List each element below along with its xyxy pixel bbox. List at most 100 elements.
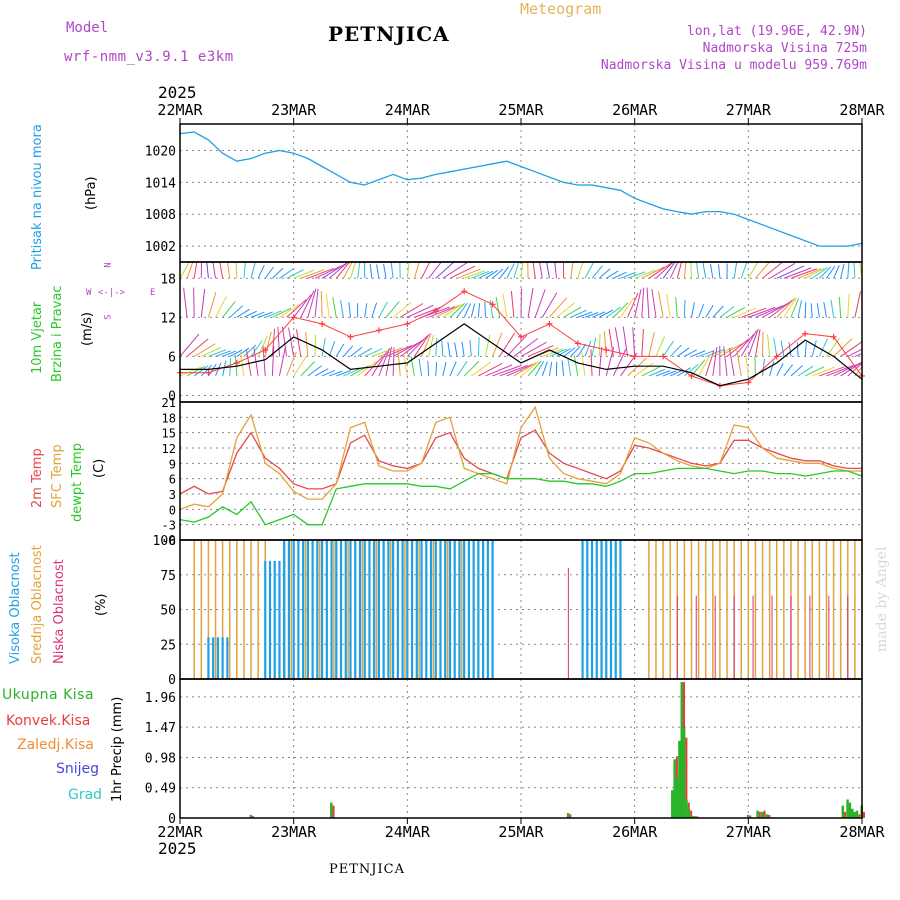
wind-barb — [677, 367, 691, 377]
wind-barb — [300, 290, 315, 318]
total-precip-bar — [675, 777, 679, 818]
wind-barb — [646, 287, 650, 318]
y-tick-label: 100 — [153, 534, 176, 549]
gust-marker — [830, 333, 837, 340]
wind-barb — [690, 262, 692, 279]
total-precip-bar — [566, 813, 570, 818]
y-tick-label: 15 — [162, 427, 176, 441]
total-precip-bar — [690, 815, 693, 818]
wind-barb — [723, 346, 728, 377]
wind-barb — [847, 362, 862, 377]
legend-freezing-precip: Zaledj.Kisa — [17, 737, 94, 753]
pressure-point — [790, 234, 792, 237]
gust-marker — [688, 372, 695, 379]
wind-barb — [449, 302, 465, 318]
wind-barb — [520, 361, 540, 377]
wind-barb — [454, 342, 458, 357]
wind-barb — [790, 298, 799, 318]
wind-barb — [250, 340, 263, 357]
wind-barb — [329, 370, 343, 377]
wind-barb — [718, 264, 721, 279]
wind-barb — [584, 262, 595, 279]
wind-barb — [776, 363, 784, 377]
gust-marker — [660, 353, 667, 360]
wind-barb — [549, 297, 568, 318]
wind-barb — [477, 303, 481, 318]
lonlat-text: lon,lat (19.96E, 42.9N) — [686, 24, 867, 39]
wind-barb — [527, 360, 542, 377]
y-tick-label: 1002 — [145, 240, 176, 255]
wind-barb — [234, 355, 238, 376]
wind-barb — [854, 291, 862, 318]
wind-barb — [257, 264, 265, 279]
compass-east: E — [150, 288, 156, 298]
wind-barb — [804, 341, 807, 357]
wind-barb — [407, 304, 434, 318]
wind-barb — [705, 305, 714, 318]
wind-barb — [804, 267, 825, 279]
y-tick-label: 0 — [168, 673, 176, 688]
wind-barb — [833, 338, 853, 357]
total-precip-bar — [756, 810, 759, 818]
y-tick-label: 6 — [168, 350, 176, 365]
wind-barb — [584, 312, 599, 318]
wind-barb — [632, 327, 636, 357]
wind-barb — [314, 368, 329, 377]
wind-barb — [641, 266, 665, 279]
wind-barb — [542, 348, 563, 357]
wind-barb — [577, 343, 587, 357]
pressure-point — [506, 160, 508, 162]
wind-barb — [634, 269, 656, 279]
wind-barb — [776, 265, 805, 279]
y-tick-label: 0.98 — [145, 751, 176, 766]
page-title: PETNJICA — [328, 22, 450, 46]
conv-precip-bar — [858, 814, 861, 818]
wind-barb — [201, 346, 222, 357]
wind-barb — [634, 362, 655, 377]
wind-barb — [279, 268, 294, 279]
y-tick-label: 18 — [160, 272, 176, 287]
wind-barb — [271, 328, 276, 357]
wind-barb — [691, 302, 695, 318]
wind-barb — [499, 332, 516, 357]
wind-barb — [219, 262, 224, 279]
wind-barb — [442, 361, 447, 377]
pressure-point — [591, 184, 593, 186]
wind-barb — [783, 364, 793, 377]
wind-barb — [325, 294, 330, 318]
pressure-point — [406, 179, 408, 181]
wind-barb — [307, 267, 334, 279]
wind-barb — [286, 299, 307, 318]
wind-barb — [406, 262, 410, 279]
wind-barb — [733, 307, 757, 318]
wind-barb — [554, 262, 558, 279]
wind-barb — [797, 300, 803, 318]
wind-barb — [539, 262, 543, 279]
pressure-point — [733, 213, 735, 215]
wind-barb — [769, 299, 793, 318]
wind-barb — [414, 333, 431, 357]
wind-barb — [499, 364, 528, 377]
gust-marker — [518, 333, 524, 340]
wind-barb — [788, 341, 792, 357]
wind-barb — [854, 352, 862, 357]
wind-barb — [513, 362, 537, 377]
pressure-point — [563, 181, 565, 183]
conv-precip-bar — [758, 811, 761, 818]
y-tick-label: 6 — [169, 473, 176, 487]
wind-barb — [428, 335, 434, 357]
wind-barb — [556, 348, 571, 357]
wind-barb — [427, 360, 430, 376]
wind-barb — [441, 340, 444, 357]
gust-marker — [574, 340, 581, 347]
wind-barb — [492, 268, 504, 279]
wind-barb — [305, 331, 309, 357]
wind-barb — [257, 311, 273, 318]
wind-barb — [520, 341, 547, 357]
wind-barb — [378, 347, 391, 377]
total-precip-bar — [680, 682, 684, 818]
wind-barb — [783, 297, 797, 318]
wind-barb — [307, 288, 317, 318]
total-precip-bar — [853, 811, 856, 818]
wind-barb — [449, 361, 457, 377]
